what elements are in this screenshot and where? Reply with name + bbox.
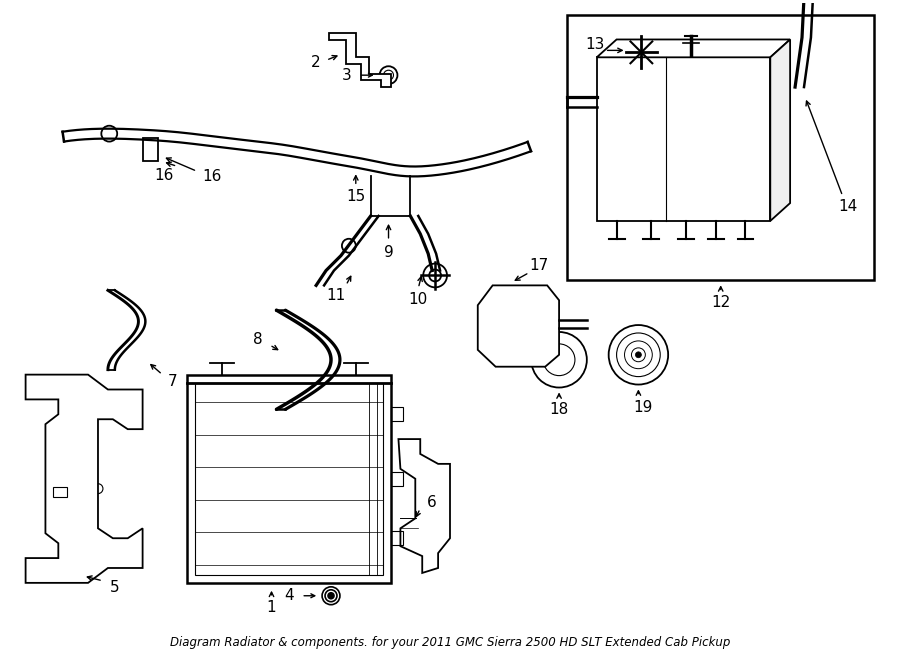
Text: 10: 10 — [409, 292, 428, 307]
Text: 14: 14 — [838, 198, 858, 214]
Text: 2: 2 — [311, 55, 321, 70]
Circle shape — [328, 593, 334, 599]
Text: 12: 12 — [711, 295, 730, 310]
Polygon shape — [597, 40, 790, 58]
Text: 3: 3 — [342, 67, 352, 83]
Text: 9: 9 — [383, 245, 393, 260]
Text: 17: 17 — [529, 258, 549, 273]
Bar — [567, 15, 875, 280]
Text: 18: 18 — [550, 402, 569, 417]
Polygon shape — [399, 439, 450, 573]
Circle shape — [531, 332, 587, 387]
Circle shape — [322, 587, 340, 605]
Bar — [187, 375, 391, 583]
Circle shape — [608, 325, 668, 385]
Bar — [392, 531, 403, 545]
Text: 15: 15 — [346, 188, 365, 204]
Text: 1: 1 — [266, 600, 276, 615]
Text: 8: 8 — [253, 332, 263, 348]
Text: 16: 16 — [202, 169, 221, 184]
Text: Diagram Radiator & components. for your 2011 GMC Sierra 2500 HD SLT Extended Cab: Diagram Radiator & components. for your … — [170, 636, 730, 649]
Text: 4: 4 — [284, 588, 294, 603]
Polygon shape — [25, 375, 142, 583]
Bar — [392, 407, 403, 421]
Text: 7: 7 — [167, 374, 177, 389]
Text: 11: 11 — [327, 288, 346, 303]
Bar — [392, 472, 403, 486]
Circle shape — [380, 66, 398, 84]
Circle shape — [624, 34, 659, 70]
Bar — [597, 58, 770, 221]
Polygon shape — [478, 286, 559, 367]
Text: 6: 6 — [428, 495, 437, 510]
Text: 19: 19 — [634, 400, 653, 415]
Text: 16: 16 — [155, 168, 174, 183]
Polygon shape — [770, 40, 790, 221]
Text: 5: 5 — [110, 580, 120, 596]
Circle shape — [635, 352, 642, 358]
Polygon shape — [329, 32, 391, 87]
Bar — [142, 137, 158, 161]
Circle shape — [423, 264, 447, 288]
Bar — [53, 486, 68, 496]
Bar — [195, 383, 382, 575]
Text: 13: 13 — [585, 37, 605, 52]
